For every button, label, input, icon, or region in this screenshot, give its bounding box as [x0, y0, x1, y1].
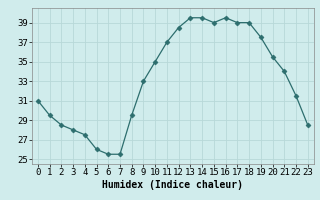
X-axis label: Humidex (Indice chaleur): Humidex (Indice chaleur)	[102, 180, 243, 190]
